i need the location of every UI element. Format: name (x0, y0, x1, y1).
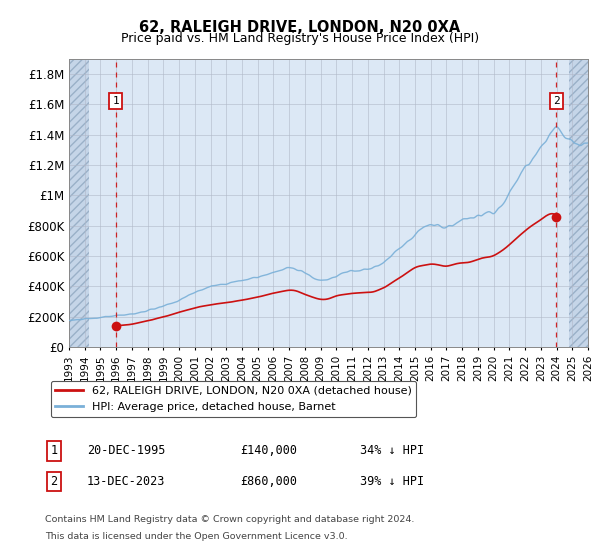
Text: 2: 2 (553, 96, 559, 106)
Text: Contains HM Land Registry data © Crown copyright and database right 2024.: Contains HM Land Registry data © Crown c… (45, 515, 415, 524)
Text: 1: 1 (50, 444, 58, 458)
Text: Price paid vs. HM Land Registry's House Price Index (HPI): Price paid vs. HM Land Registry's House … (121, 32, 479, 45)
Text: 39% ↓ HPI: 39% ↓ HPI (360, 475, 424, 488)
Text: 1: 1 (112, 96, 119, 106)
Text: 20-DEC-1995: 20-DEC-1995 (87, 444, 166, 458)
Text: £860,000: £860,000 (240, 475, 297, 488)
Text: 13-DEC-2023: 13-DEC-2023 (87, 475, 166, 488)
Text: £140,000: £140,000 (240, 444, 297, 458)
Text: 34% ↓ HPI: 34% ↓ HPI (360, 444, 424, 458)
Bar (69, 59, 89, 347)
Text: 62, RALEIGH DRIVE, LONDON, N20 0XA: 62, RALEIGH DRIVE, LONDON, N20 0XA (139, 20, 461, 35)
Text: 2: 2 (50, 475, 58, 488)
Legend: 62, RALEIGH DRIVE, LONDON, N20 0XA (detached house), HPI: Average price, detache: 62, RALEIGH DRIVE, LONDON, N20 0XA (deta… (50, 381, 416, 417)
Text: This data is licensed under the Open Government Licence v3.0.: This data is licensed under the Open Gov… (45, 532, 347, 541)
Bar (569, 59, 588, 347)
